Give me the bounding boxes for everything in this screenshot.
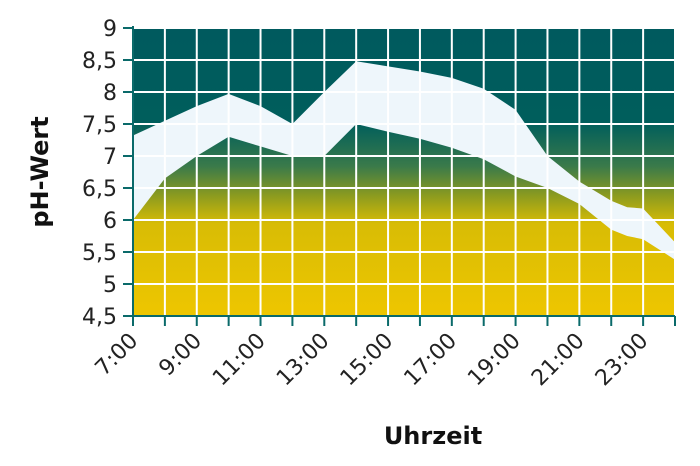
x-tick-label: 17:00 (400, 329, 463, 392)
x-tick-label: 13:00 (272, 329, 335, 392)
y-axis: 4,5 5 5,5 6 6,5 7 7,5 8 8,5 9 (82, 17, 133, 330)
x-tick-label: 9:00 (154, 329, 207, 382)
y-tick-label: 5,5 (82, 241, 117, 266)
y-tick-label: 7 (103, 145, 117, 170)
x-tick-label: 19:00 (463, 329, 526, 392)
y-tick-label: 7,5 (82, 113, 117, 138)
y-tick-label: 8 (103, 81, 117, 106)
y-tick-label: 5 (103, 273, 117, 298)
y-tick-label: 8,5 (82, 49, 117, 74)
y-tick-label: 6,5 (82, 177, 117, 202)
x-axis: 7:00 9:00 11:00 13:00 15:00 17:00 19:00 21:00 23… (91, 316, 676, 392)
y-tick-label: 4,5 (82, 305, 117, 330)
grid (133, 28, 675, 316)
y-axis-title: pH-Wert (26, 116, 54, 227)
x-tick-label: 21:00 (527, 329, 590, 392)
y-tick-label: 6 (103, 209, 117, 234)
x-tick-label: 15:00 (336, 329, 399, 392)
x-tick-label: 7:00 (91, 329, 144, 382)
ph-range-band (133, 61, 675, 260)
y-tick-label: 9 (103, 17, 117, 42)
x-axis-title: Uhrzeit (384, 422, 482, 450)
x-tick-label: 23:00 (591, 329, 654, 392)
x-tick-label: 11:00 (208, 329, 271, 392)
plot-area (133, 28, 675, 316)
